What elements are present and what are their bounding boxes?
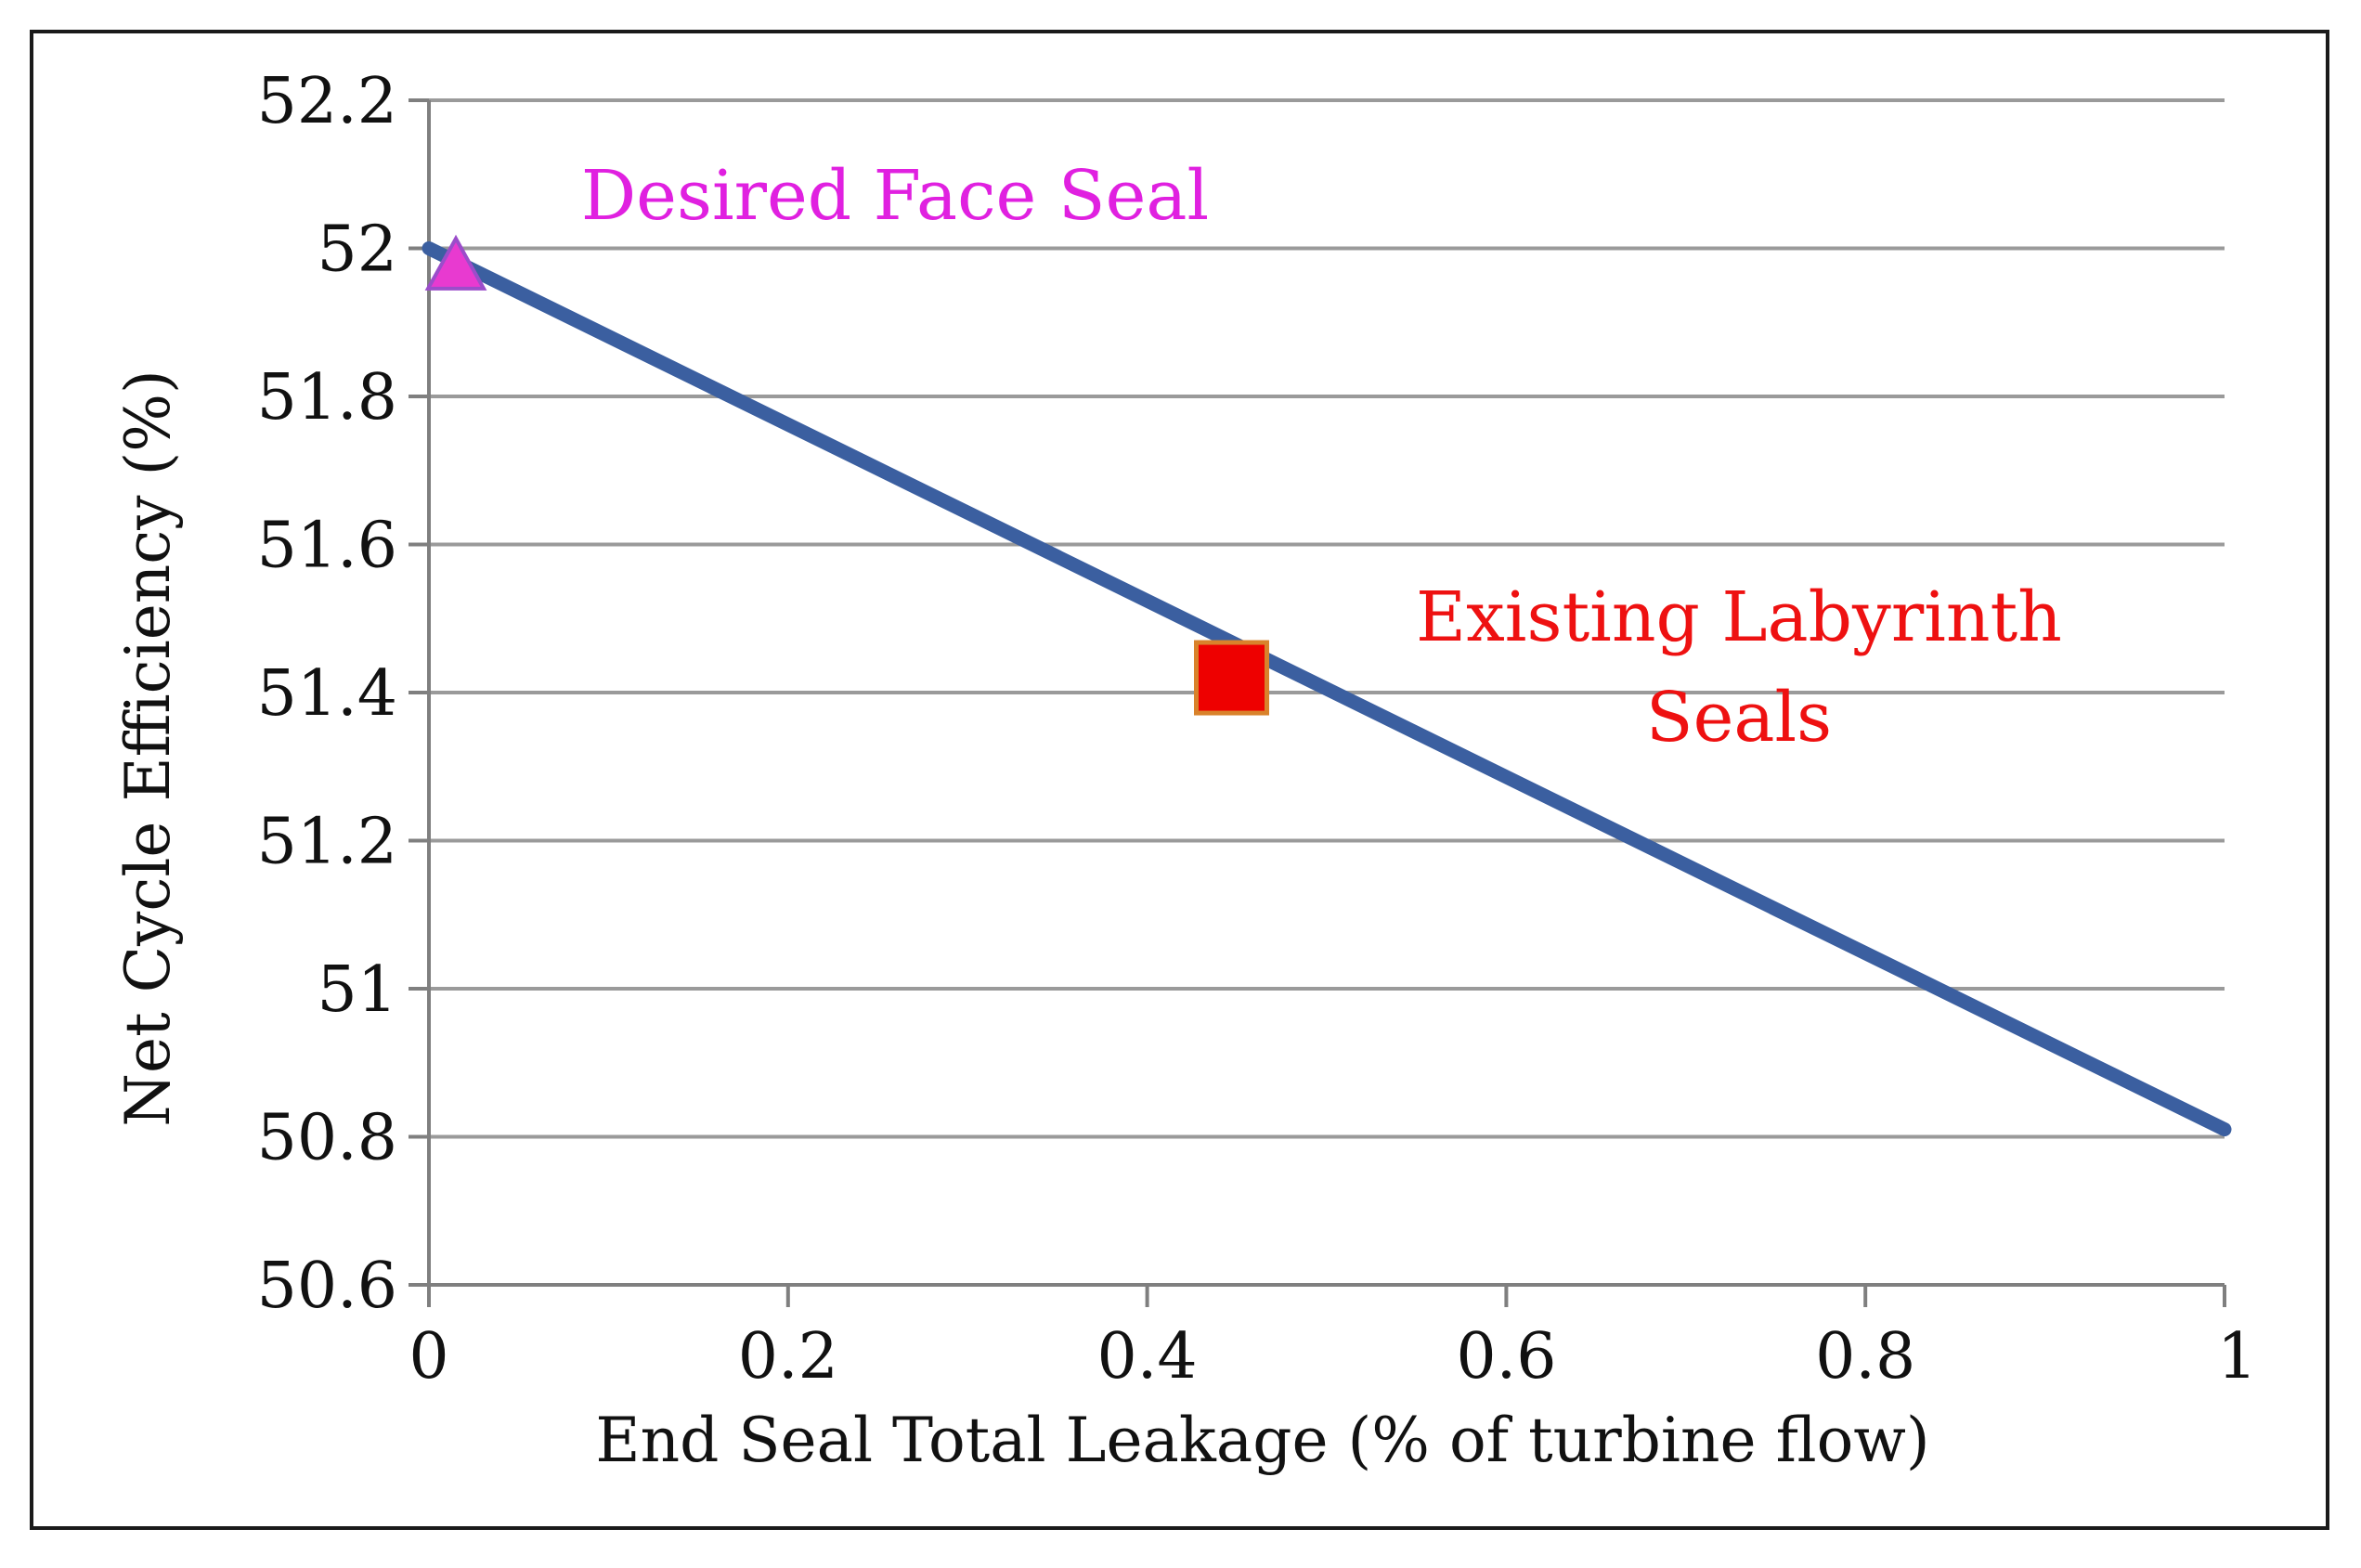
annotation-desired: Desired Face Seal	[581, 156, 1209, 236]
x-tick-label: 0.6	[1456, 1320, 1556, 1393]
annotation-existing: Existing Labyrinth	[1416, 577, 2062, 657]
y-tick-label: 51.8	[257, 361, 397, 434]
x-tick-label: 0	[409, 1320, 448, 1393]
x-tick-label: 0.8	[1815, 1320, 1915, 1393]
chart-frame	[30, 30, 2329, 1530]
markers	[424, 234, 1269, 716]
y-tick-label: 50.6	[257, 1250, 397, 1323]
x-tick-label: 0.2	[738, 1320, 838, 1393]
y-tick-labels: 50.6 50.8 51 51.2 51.4 51.6 51.8 52 52.2	[257, 65, 397, 1323]
x-tick-labels: 0 0.2 0.4 0.6 0.8 1	[409, 1320, 2257, 1393]
x-axis-title: End Seal Total Leakage (% of turbine flo…	[595, 1405, 1929, 1476]
y-tick-label: 51.4	[257, 657, 397, 731]
annotation-existing: Seals	[1646, 678, 1832, 758]
y-tick-label: 52	[317, 214, 397, 287]
grid-lines	[409, 98, 2226, 1307]
annotations: Desired Face Seal Existing Labyrinth Seals	[581, 156, 2062, 758]
y-tick-label: 51.2	[257, 806, 397, 879]
y-tick-label: 52.2	[257, 65, 397, 138]
marker-square	[1193, 640, 1269, 716]
y-tick-label: 51.6	[257, 510, 397, 583]
y-tick-label: 51	[317, 953, 397, 1027]
series-line	[422, 241, 2232, 1137]
y-axis-title: Net Cycle Efficiency (%)	[112, 369, 184, 1126]
x-tick-label: 0.4	[1097, 1320, 1198, 1393]
x-tick-label: 1	[2217, 1320, 2257, 1393]
series	[422, 241, 2232, 1137]
axes	[427, 100, 2225, 1287]
y-tick-label: 50.8	[257, 1102, 397, 1175]
marker-triangle	[424, 234, 487, 291]
